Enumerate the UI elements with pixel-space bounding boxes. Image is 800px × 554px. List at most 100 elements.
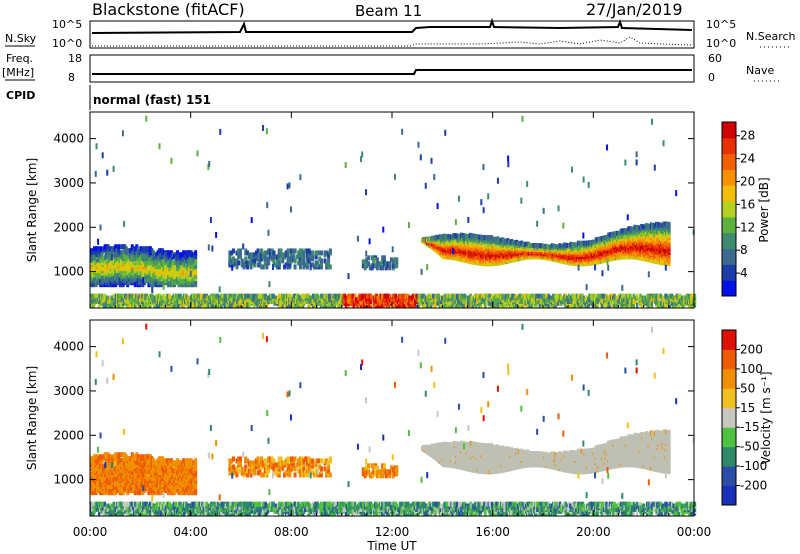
power-cell bbox=[455, 293, 459, 299]
power-cell bbox=[328, 264, 332, 270]
power-cell bbox=[106, 295, 110, 301]
power-cell bbox=[194, 274, 198, 280]
power-cell bbox=[179, 260, 183, 266]
power-cell bbox=[168, 266, 172, 272]
power-cell bbox=[153, 252, 157, 258]
power-cell bbox=[363, 265, 367, 271]
power-cell bbox=[272, 254, 276, 260]
power-cell bbox=[194, 250, 198, 256]
power-cell bbox=[127, 258, 131, 264]
power-cell bbox=[381, 259, 385, 265]
power-cell bbox=[117, 256, 121, 262]
power-cell bbox=[302, 264, 306, 270]
power-cell bbox=[139, 250, 143, 256]
cpid-label: CPID bbox=[6, 89, 35, 102]
power-cell bbox=[130, 254, 134, 260]
power-cell bbox=[249, 264, 253, 270]
power-cell bbox=[379, 265, 383, 271]
power-cell bbox=[386, 261, 390, 267]
power-cell bbox=[118, 266, 122, 272]
power-cell bbox=[177, 252, 181, 258]
power-cell bbox=[171, 260, 175, 266]
power-cell bbox=[103, 293, 107, 299]
power-cell bbox=[375, 257, 379, 263]
power-cell bbox=[291, 248, 295, 254]
power-cell bbox=[139, 278, 143, 284]
power-cell bbox=[328, 293, 332, 299]
power-cell bbox=[118, 250, 122, 256]
power-cell bbox=[154, 264, 158, 270]
power-cell bbox=[94, 280, 98, 286]
power-cell bbox=[126, 248, 130, 254]
power-cell bbox=[135, 252, 139, 258]
power-cell bbox=[142, 254, 146, 260]
power-cell bbox=[150, 248, 154, 254]
power-cell bbox=[93, 262, 97, 268]
power-cell bbox=[96, 280, 100, 286]
power-cell bbox=[281, 252, 285, 258]
power-cell bbox=[379, 261, 383, 267]
power-cell bbox=[231, 262, 235, 268]
power-cell bbox=[109, 264, 113, 270]
freq-trace bbox=[92, 69, 692, 75]
power-cell bbox=[182, 278, 186, 284]
power-cell bbox=[150, 280, 154, 286]
power-cell bbox=[180, 264, 184, 270]
power-cell bbox=[177, 260, 181, 266]
power-cell bbox=[279, 248, 283, 254]
power-cell bbox=[150, 254, 154, 260]
power-cell bbox=[176, 270, 180, 276]
power-cell bbox=[249, 260, 253, 266]
power-cell bbox=[267, 260, 271, 266]
power-cell bbox=[165, 278, 169, 284]
power-cell bbox=[328, 248, 332, 254]
power-cell bbox=[304, 248, 308, 254]
power-cell bbox=[233, 258, 237, 264]
nsearch-label: N.Search bbox=[746, 30, 796, 43]
power-cell bbox=[120, 254, 124, 260]
power-cell bbox=[123, 278, 127, 284]
power-cell bbox=[242, 262, 246, 268]
power-cell bbox=[311, 262, 315, 268]
power-cell bbox=[133, 246, 137, 252]
power-cell bbox=[484, 302, 487, 308]
power-cell bbox=[120, 280, 124, 286]
power-cell bbox=[293, 248, 297, 254]
power-cell bbox=[108, 246, 112, 252]
power-cell bbox=[142, 246, 146, 252]
power-cell bbox=[302, 258, 306, 264]
power-cell bbox=[323, 250, 327, 256]
power-cell bbox=[177, 274, 181, 280]
power-cell bbox=[179, 270, 183, 276]
power-cell bbox=[432, 293, 435, 299]
power-cell bbox=[165, 250, 169, 256]
power-cell bbox=[235, 262, 239, 268]
freq-frame bbox=[89, 54, 695, 83]
nave-tick-top: 60 bbox=[708, 52, 722, 65]
power-cell bbox=[186, 272, 190, 278]
power-cell bbox=[185, 256, 189, 262]
cpid-mode-text: normal (fast) 151 bbox=[93, 93, 211, 107]
power-cell bbox=[182, 270, 186, 276]
power-cell bbox=[377, 261, 381, 267]
power-cell bbox=[126, 256, 130, 262]
power-cell bbox=[370, 295, 374, 301]
power-cell bbox=[256, 262, 260, 268]
power-cell bbox=[192, 272, 196, 278]
power-cell bbox=[393, 257, 397, 263]
power-cell bbox=[120, 250, 124, 256]
power-cell bbox=[192, 258, 196, 264]
power-cell bbox=[111, 248, 115, 254]
power-cell bbox=[228, 254, 232, 260]
nsky-frame bbox=[89, 20, 695, 49]
power-cell bbox=[93, 246, 97, 252]
power-cell bbox=[293, 258, 297, 264]
power-cell bbox=[194, 264, 198, 270]
power-cell bbox=[165, 270, 169, 276]
power-cell bbox=[106, 268, 110, 274]
power-cell bbox=[203, 293, 206, 299]
power-cell bbox=[189, 276, 193, 282]
power-cell bbox=[273, 300, 276, 306]
power-cell bbox=[307, 258, 311, 264]
